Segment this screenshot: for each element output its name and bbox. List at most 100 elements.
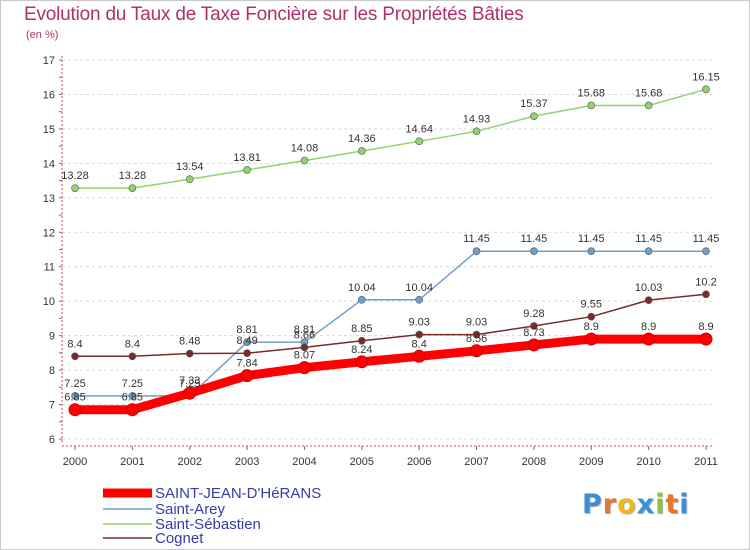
series-1-label-2007: 11.45 [463, 233, 490, 245]
legend-label-3: Cognet [155, 530, 204, 547]
series-2-label-2002: 13.54 [176, 161, 204, 173]
x-tick-label-2006: 2006 [407, 456, 431, 468]
series-0-label-2008: 8.73 [523, 327, 544, 339]
x-tick-label-2003: 2003 [235, 456, 259, 468]
series-0-label-2006: 8.4 [412, 338, 427, 350]
series-2-point-2004 [300, 156, 309, 165]
series-2-point-2007 [472, 127, 481, 136]
logo-letter: x [636, 489, 656, 520]
y-tick-label-13: 13 [43, 193, 55, 205]
logo-letter: r [602, 489, 618, 520]
series-2-label-2011: 16.15 [692, 71, 720, 83]
series-1-label-2003: 8.81 [236, 324, 257, 336]
x-tick-label-2007: 2007 [464, 456, 488, 468]
logo-letter: i [655, 489, 666, 520]
series-3-point-2002 [185, 349, 194, 358]
logo-letter: t [665, 489, 680, 520]
x-tick-label-2004: 2004 [292, 456, 316, 468]
series-2-label-2010: 15.68 [635, 87, 663, 99]
series-2-point-2002 [185, 175, 194, 184]
y-tick-label-9: 9 [49, 331, 55, 343]
series-1-point-2007 [472, 247, 481, 256]
series-1-label-2001: 7.25 [122, 378, 143, 390]
logo-letter: P [582, 489, 603, 520]
logo-letter: i [679, 489, 690, 520]
series-0-point-2009 [584, 332, 598, 346]
series-2-label-2008: 15.37 [520, 98, 548, 110]
series-0-point-2007 [470, 344, 484, 358]
series-3-label-2002: 8.48 [179, 336, 200, 348]
y-tick-label-8: 8 [49, 365, 55, 377]
series-3-label-2006: 9.03 [408, 317, 429, 329]
y-tick-label-17: 17 [43, 55, 55, 67]
series-1-label-2011: 11.45 [693, 233, 720, 245]
series-2-label-2007: 14.93 [463, 113, 491, 125]
series-1-label-2009: 11.45 [578, 233, 605, 245]
x-tick-label-2009: 2009 [579, 456, 603, 468]
series-3-point-2005 [358, 337, 366, 345]
series-3-label-2000: 8.4 [67, 338, 82, 350]
y-tick-label-10: 10 [43, 296, 55, 308]
series-1-point-2005 [358, 296, 366, 304]
series-3-point-2007 [472, 330, 481, 339]
x-tick-label-2001: 2001 [120, 456, 144, 468]
series-1-point-2001 [128, 392, 137, 400]
series-3-point-2009 [587, 312, 596, 321]
series-3-label-2004: 8.66 [294, 329, 315, 341]
series-2-point-2008 [530, 112, 538, 120]
series-3-label-2003: 8.49 [236, 335, 257, 347]
series-2-label-2001: 13.28 [119, 170, 147, 182]
series-0-point-2003 [240, 369, 254, 383]
x-tick-label-2005: 2005 [350, 456, 374, 468]
legend-label-0: SAINT-JEAN-D'HéRANS [155, 485, 321, 502]
y-tick-label-7: 7 [49, 400, 55, 412]
legend-label-2: Saint-Sébastien [155, 516, 261, 533]
series-3-point-2008 [530, 322, 538, 330]
series-3-point-2011 [702, 290, 710, 299]
series-2-point-2003 [243, 166, 251, 174]
x-tick-label-2000: 2000 [63, 456, 87, 468]
series-3-label-2007: 9.03 [466, 317, 487, 329]
series-2-point-2010 [644, 101, 653, 110]
y-tick-label-12: 12 [43, 227, 55, 239]
y-tick-label-14: 14 [43, 158, 55, 170]
series-1-point-2003 [243, 338, 251, 346]
series-0-point-2011 [699, 332, 713, 346]
series-3-label-2005: 8.85 [351, 323, 372, 335]
x-tick-label-2002: 2002 [177, 456, 201, 468]
series-3-point-2010 [644, 296, 653, 304]
series-0-point-2008 [527, 338, 541, 352]
y-tick-label-11: 11 [44, 262, 55, 274]
series-line-3 [74, 293, 707, 358]
series-0-label-2004: 8.07 [294, 350, 315, 362]
series-line-2 [74, 88, 707, 189]
series-1-point-2000 [71, 392, 79, 400]
series-line-1 [74, 250, 707, 397]
series-0-point-2001 [125, 403, 139, 417]
series-0-label-2003: 7.84 [236, 358, 257, 370]
chart-title: Evolution du Taux de Taxe Foncière sur l… [24, 4, 524, 25]
series-2-point-2005 [358, 147, 366, 155]
y-tick-label-15: 15 [43, 124, 55, 136]
series-3-label-2009: 9.55 [581, 299, 602, 311]
series-3-point-2006 [415, 330, 423, 339]
series-2-point-2001 [128, 184, 137, 192]
x-tick-label-2008: 2008 [522, 456, 546, 468]
series-0-label-2005: 8.24 [351, 344, 372, 356]
series-1-point-2010 [644, 247, 653, 256]
series-2-label-2003: 13.81 [233, 152, 261, 164]
series-0-point-2004 [297, 361, 311, 375]
series-0-label-2009: 8.9 [584, 321, 599, 333]
series-2-point-2000 [71, 184, 79, 192]
series-2-label-2005: 14.36 [348, 133, 376, 145]
series-0-label-2007: 8.56 [466, 333, 487, 345]
series-0-label-2011: 8.9 [698, 321, 713, 333]
series-2-label-2004: 14.08 [291, 143, 319, 155]
chart-subtitle: (en %) [26, 29, 59, 41]
series-3-label-2011: 10.2 [695, 276, 716, 288]
series-2-point-2009 [587, 101, 596, 110]
series-1-label-2002: 7.25 [179, 378, 200, 390]
series-1-label-2000: 7.25 [64, 378, 85, 390]
